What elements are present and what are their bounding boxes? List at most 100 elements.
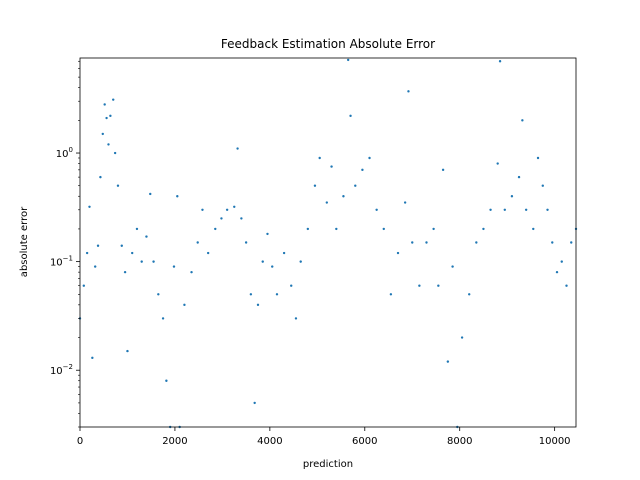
scatter-point	[565, 284, 568, 287]
y-axis: 10−2 10−1 100	[50, 60, 80, 428]
scatter-point	[318, 156, 321, 160]
scatter-point	[407, 90, 410, 93]
y-axis-label: absolute error	[19, 206, 30, 277]
x-tick-label: 0	[77, 436, 83, 447]
scatter-point	[196, 241, 199, 244]
scatter-point	[290, 284, 293, 287]
scatter-point	[349, 114, 352, 118]
scatter-point	[489, 208, 492, 212]
scatter-points	[78, 58, 578, 429]
x-tick-label: 10000	[539, 436, 571, 447]
scatter-point	[498, 60, 502, 63]
scatter-point	[271, 265, 274, 268]
scatter-point	[299, 260, 302, 263]
x-tick-label: 4000	[257, 436, 282, 447]
scatter-point	[560, 260, 563, 263]
scatter-point	[140, 260, 143, 263]
x-axis: 0 2000 4000 6000 8000 10000	[77, 427, 571, 447]
scatter-point	[411, 241, 414, 244]
y-tick-label: 10−1	[50, 255, 73, 269]
scatter-point	[105, 116, 108, 120]
scatter-point	[375, 208, 378, 212]
scatter-point	[201, 208, 204, 212]
scatter-point	[468, 293, 471, 296]
scatter-point	[451, 265, 454, 268]
scatter-point	[551, 241, 554, 244]
scatter-point	[325, 201, 329, 204]
scatter-point	[403, 201, 407, 204]
scatter-point	[306, 227, 310, 231]
scatter-point	[82, 284, 86, 287]
scatter-point	[335, 227, 338, 231]
scatter-point	[475, 241, 478, 244]
chart-title: Feedback Estimation Absolute Error	[221, 37, 435, 51]
scatter-point	[123, 270, 127, 274]
x-axis-label: prediction	[303, 459, 353, 470]
y-tick-label: 10−2	[50, 363, 73, 377]
scatter-point	[99, 175, 102, 179]
scatter-point	[261, 260, 264, 263]
scatter-point	[389, 293, 393, 296]
scatter-point	[176, 195, 179, 198]
scatter-point	[225, 208, 229, 212]
scatter-point	[482, 227, 485, 231]
scatter-point	[240, 217, 243, 220]
scatter-point	[536, 156, 540, 160]
scatter-point	[116, 184, 120, 187]
scatter-point	[126, 349, 129, 353]
scatter-point	[441, 168, 445, 172]
scatter-point	[131, 251, 134, 255]
x-tick-label: 6000	[352, 436, 377, 447]
scatter-point	[107, 143, 110, 146]
scatter-point	[570, 241, 573, 244]
scatter-point	[233, 205, 236, 208]
y-tick-label: 100	[56, 146, 73, 160]
scatter-point	[275, 293, 279, 296]
scatter-point	[313, 184, 317, 187]
x-tick-label: 8000	[447, 436, 472, 447]
scatter-point	[294, 317, 298, 320]
scatter-point	[113, 151, 117, 155]
scatter-point	[510, 195, 514, 198]
scatter-point	[382, 227, 385, 231]
scatter-point	[161, 317, 165, 320]
scatter-point	[361, 168, 364, 172]
scatter-point	[165, 379, 168, 382]
scatter-point	[541, 184, 544, 187]
scatter-point	[330, 165, 333, 168]
scatter-point	[496, 162, 499, 165]
scatter-point	[503, 208, 506, 212]
scatter-point	[418, 284, 421, 287]
scatter-point	[368, 156, 371, 160]
scatter-point	[396, 251, 400, 255]
scatter-point	[460, 336, 464, 339]
scatter-point	[282, 251, 286, 255]
scatter-point	[437, 284, 440, 287]
scatter-point	[135, 227, 139, 231]
scatter-point	[521, 119, 524, 122]
scatter-point	[555, 270, 559, 274]
scatter-point	[214, 227, 217, 231]
scatter-point	[266, 232, 269, 236]
scatter-point	[96, 244, 100, 247]
scatter-point	[354, 184, 357, 187]
scatter-point	[157, 293, 160, 296]
scatter-point	[120, 244, 123, 247]
scatter-point	[85, 251, 89, 255]
scatter-point	[88, 205, 91, 208]
scatter-point	[93, 265, 97, 268]
scatter-point	[101, 132, 104, 136]
scatter-point	[432, 227, 435, 231]
scatter-point	[425, 241, 428, 244]
scatter-point	[172, 265, 176, 268]
scatter-point	[446, 360, 450, 363]
x-tick-label: 2000	[162, 436, 187, 447]
scatter-point	[183, 303, 186, 307]
plot-frame	[79, 57, 577, 428]
scatter-point	[249, 293, 253, 296]
scatter-point	[149, 192, 152, 196]
scatter-point	[109, 114, 112, 118]
scatter-point	[346, 58, 350, 62]
